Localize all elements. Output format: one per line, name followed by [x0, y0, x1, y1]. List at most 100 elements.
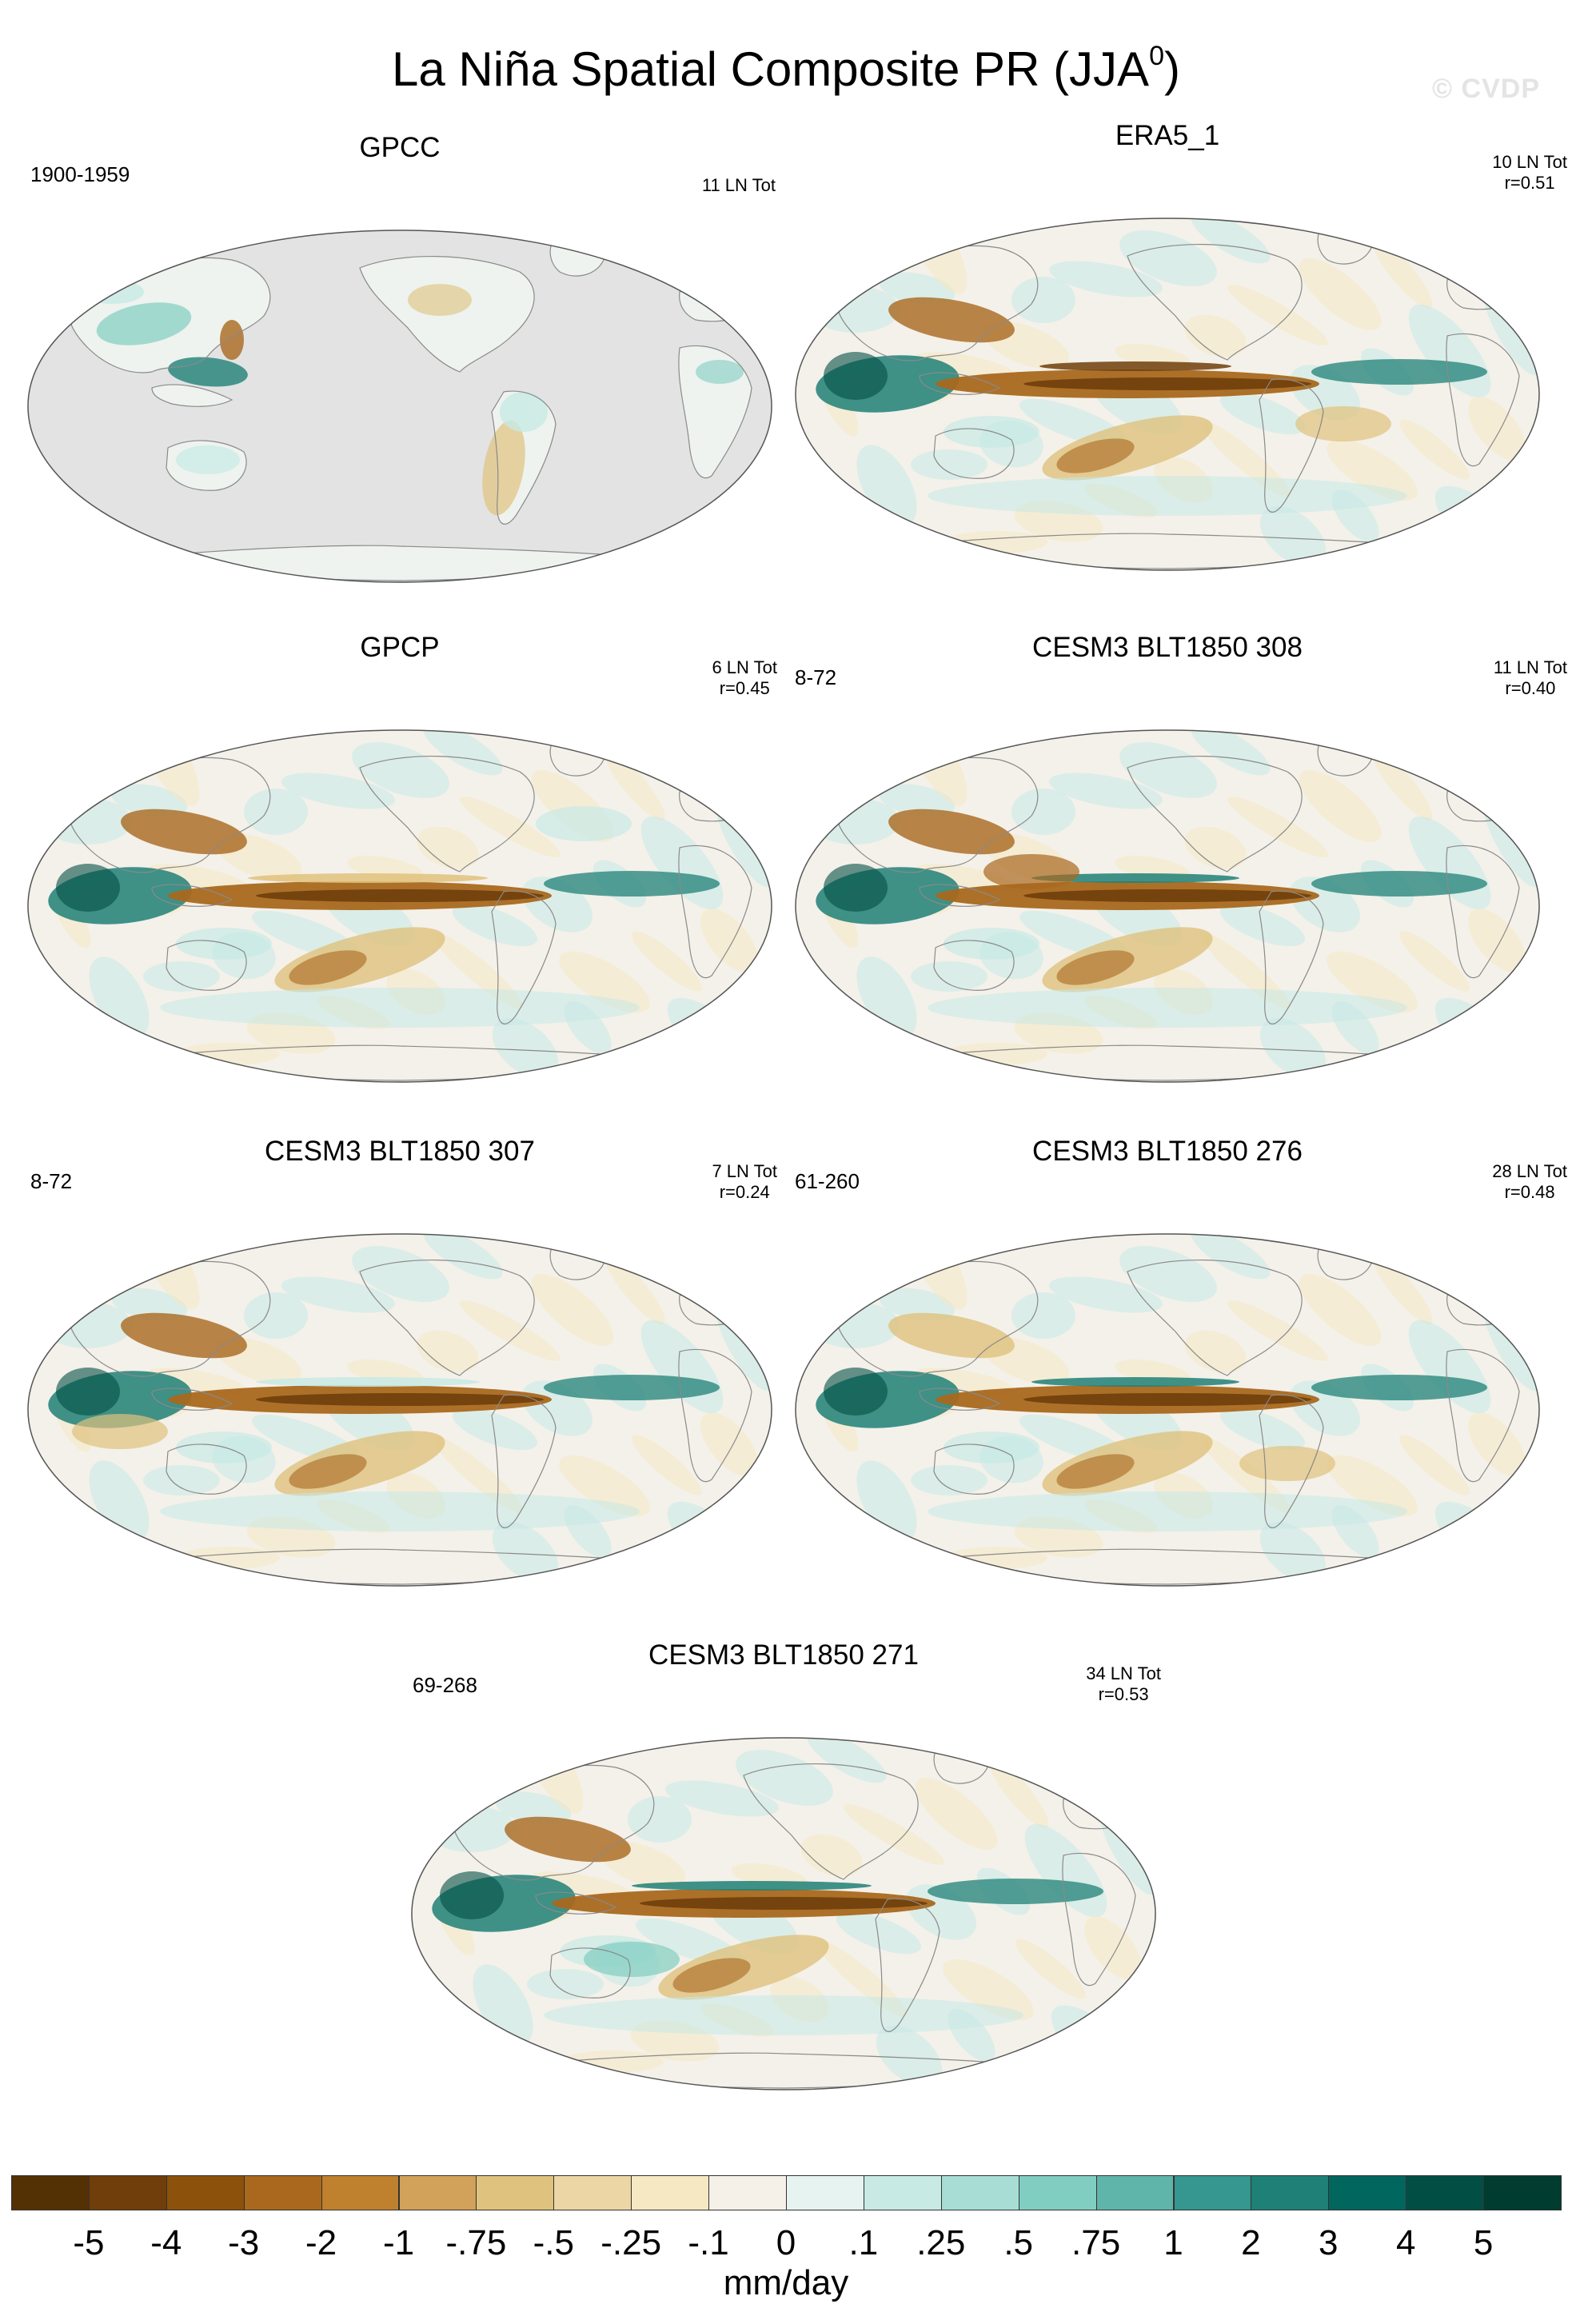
panel-gpcp: GPCP 6 LN Tot r=0.45 [24, 632, 777, 1112]
anomaly-blob [417, 1330, 479, 1373]
coastline [151, 884, 233, 907]
coastline [549, 1947, 631, 1999]
anomaly-blob [1295, 406, 1391, 441]
colorbar-box [863, 2175, 942, 2210]
panel-title: ERA5_1 [1115, 120, 1220, 151]
map-cesm271 [411, 1737, 1156, 2090]
panel-title: CESM3 BLT1850 307 [265, 1136, 535, 1167]
map-outline [795, 218, 1540, 571]
map-outline [27, 729, 772, 1083]
anomaly-blob [913, 864, 1015, 892]
colorbar-tick-label: .75 [1071, 2223, 1121, 2262]
colorbar-box [1406, 2175, 1485, 2210]
anomaly-blob [913, 1368, 1015, 1396]
colorbar-box [1251, 2175, 1330, 2210]
anomaly-blob [121, 809, 247, 855]
anomaly-blob [1311, 359, 1487, 385]
anomaly-blob [1227, 285, 1328, 345]
anomaly-blob [844, 1804, 944, 1865]
anomaly-blob [121, 1312, 247, 1359]
panel-count: 7 LN Tot r=0.24 [712, 1161, 777, 1202]
anomaly-blob [888, 297, 1015, 343]
anomaly-blob [1259, 1521, 1327, 1583]
anomaly-blob [492, 1521, 559, 1583]
anomaly-blob [604, 1254, 665, 1324]
anomaly-blob [1056, 1454, 1135, 1489]
coastline [491, 390, 557, 525]
anomaly-blob [1056, 950, 1135, 985]
anomaly-blob [1227, 797, 1328, 857]
anomaly-blob [111, 784, 188, 817]
anomaly-blob [281, 773, 395, 809]
coastline [1446, 1348, 1520, 1483]
anomaly-blob [160, 988, 640, 1028]
anomaly-blob [928, 988, 1407, 1028]
anomaly-blob [1011, 277, 1075, 323]
anomaly-blob [89, 1460, 150, 1542]
colorbar [11, 2175, 1562, 2212]
anomaly-blob [1311, 1375, 1487, 1400]
anomaly-blob [913, 352, 1015, 381]
anomaly-blob [89, 956, 150, 1038]
panel-cesm276: CESM3 BLT1850 276 61-260 28 LN Tot r=0.48 [792, 1136, 1567, 1615]
anomaly-blob [1084, 1916, 1142, 1980]
anomaly-blob [72, 1414, 168, 1449]
anomaly-blob [544, 1375, 720, 1400]
map-field [28, 1234, 772, 1586]
panel-years: 1900-1959 [30, 162, 130, 186]
panel-title: GPCC [359, 132, 441, 163]
colorbar-tick-label: .1 [848, 2223, 879, 2262]
colorbar-tick-label: 1 [1163, 2223, 1183, 2262]
anomaly-blob [888, 1312, 1015, 1359]
coastline [743, 1763, 919, 1880]
anomaly-blob [143, 961, 220, 992]
coastline [1259, 890, 1324, 1024]
anomaly-blob [879, 1288, 956, 1321]
map-field [796, 218, 1539, 570]
panel-years: 8-72 [30, 1169, 73, 1193]
anomaly-blob [417, 826, 479, 869]
anomaly-blob [220, 320, 244, 360]
anomaly-blob [672, 1958, 751, 1993]
colorbar-box [398, 2175, 477, 2210]
anomaly-blob [1372, 750, 1433, 821]
anomaly-blob [911, 449, 987, 480]
colorbar-box [243, 2175, 322, 2210]
coastline [151, 384, 233, 407]
colorbar-tick-label: 4 [1395, 2223, 1416, 2262]
colorbar-tick-label: 2 [1241, 2223, 1261, 2262]
colorbar-box [321, 2175, 400, 2210]
colorbar-tick-label: -5 [73, 2223, 105, 2262]
colorbar-box [553, 2175, 632, 2210]
anomaly-blob [1011, 1292, 1075, 1339]
anomaly-blob [168, 357, 248, 387]
anomaly-blob [1023, 1393, 1311, 1406]
anomaly-blob [1327, 951, 1418, 1013]
coastline [678, 1348, 752, 1483]
anomaly-blob [248, 873, 488, 883]
panel-title: CESM3 BLT1850 271 [648, 1639, 919, 1671]
anomaly-blob [452, 904, 538, 947]
panel-title: CESM3 BLT1850 308 [1032, 632, 1303, 663]
anomaly-blob [256, 889, 544, 902]
colorbar-box [786, 2175, 864, 2210]
anomaly-blob [1299, 769, 1382, 843]
coastline [1127, 755, 1303, 872]
anomaly-blob [559, 1455, 650, 1517]
coastline [919, 884, 1001, 907]
coastline [1127, 243, 1303, 361]
anomaly-blob [1191, 218, 1271, 264]
coastline [933, 940, 1015, 991]
colorbar-tick-label: .25 [916, 2223, 966, 2262]
anomaly-blob [505, 1816, 631, 1863]
map-cesm307 [27, 1233, 772, 1587]
anomaly-blob [423, 1234, 503, 1280]
panel-gpcc: GPCC 1900-1959 11 LN Tot [24, 132, 776, 612]
ocean-layer [412, 1738, 1155, 2088]
land-area [152, 384, 232, 407]
anomaly-blob [696, 360, 744, 384]
panel-era5: ERA5_1 10 LN Tot r=0.51 [792, 120, 1567, 600]
anomaly-blob [1327, 1455, 1418, 1517]
coastline [151, 1388, 233, 1411]
